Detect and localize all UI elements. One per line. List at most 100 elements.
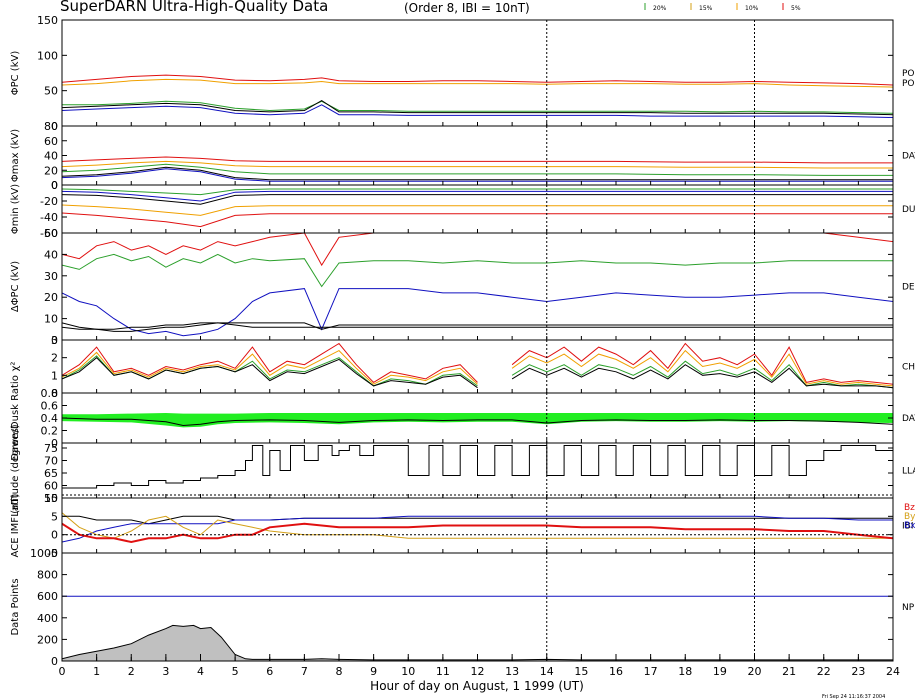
series-phi_pc-1 [62, 78, 893, 88]
xtick-label-17: 17 [644, 665, 658, 678]
xtick-label-15: 15 [574, 665, 588, 678]
right-key-2: Bx [904, 521, 915, 531]
xtick-label-4: 4 [197, 665, 204, 678]
legend-label-0: 20% [653, 5, 667, 12]
figure-header: SuperDARN Ultra-High-Quality Data (Order… [60, 0, 801, 15]
ytick-label-dawn_dusk_ratio-2: 0.4 [41, 412, 59, 425]
series-phi_max-2 [62, 163, 893, 176]
right-label-phi_min: DU [902, 205, 915, 215]
ytick-label-delta_phi_pc-4: 40 [44, 248, 58, 261]
ytick-label-phi_pc-1: 50 [44, 85, 58, 98]
right-label-phi_max: DAY [902, 152, 915, 162]
legend-label-3: 5% [791, 5, 801, 12]
ytick-label-dawn_dusk_ratio-4: 0.8 [41, 387, 59, 400]
panel-delta_phi_pc: 0 10 20 30 40 50 ΔΦPC (kV) DE [10, 227, 915, 347]
series-phi_max-4 [62, 166, 893, 181]
ylabel-phi_min: Φmin (kV) [10, 184, 21, 234]
xtick-label-8: 8 [336, 665, 343, 678]
series-ace_imf-2 [62, 512, 893, 539]
plot-area-phi_max [62, 156, 893, 182]
xtick-label-9: 9 [370, 665, 377, 678]
plot-area-phi_min [62, 188, 893, 228]
panel-frame-delta_phi_pc [61, 232, 894, 341]
right-label-latitude: LLA [902, 467, 915, 477]
ytick-label-latitude-0: 55 [44, 492, 58, 505]
xtick-label-21: 21 [782, 665, 796, 678]
plot-area-latitude [62, 445, 893, 496]
right-label-chi_squared: CH [902, 363, 915, 373]
panel-data_points: 0 200 400 600 800 1000 Data Points NP [10, 547, 915, 668]
x-axis-label: Hour of day on August, 1 1999 (UT) [370, 679, 584, 693]
panel-chi_squared: 0 1 2 3 χ² CH [10, 334, 915, 400]
right-label-delta_phi_pc: DE [902, 283, 915, 293]
ylabel-data_points: Data Points [10, 578, 21, 635]
area-fill-data_points [62, 625, 893, 661]
ytick-label-chi_squared-1: 1 [51, 369, 58, 382]
series-ace_imf-3 [62, 522, 893, 544]
xtick-label-6: 6 [266, 665, 273, 678]
ytick-label-phi_min-0: -60 [40, 227, 58, 240]
panel-phi_min: -60 -40 -20 0 Φmin (kV) DU [10, 179, 915, 240]
series-phi_min-0 [62, 188, 893, 196]
ylabel-chi_squared: χ² [10, 362, 21, 372]
series-phi_min-4 [62, 212, 893, 228]
ytick-label-data_points-3: 600 [37, 590, 58, 603]
legend-label-2: 10% [745, 5, 759, 12]
ytick-label-latitude-4: 75 [44, 442, 58, 455]
ytick-label-phi_max-3: 60 [44, 135, 58, 148]
ytick-label-data_points-0: 0 [51, 655, 58, 668]
xtick-label-16: 16 [609, 665, 623, 678]
ytick-label-delta_phi_pc-5: 50 [44, 227, 58, 240]
ytick-label-data_points-2: 400 [37, 612, 58, 625]
ytick-label-data_points-1: 200 [37, 633, 58, 646]
series-dawn_dusk_ratio-0 [62, 417, 893, 427]
ylabel-latitude: Latitude (degrees) [10, 424, 21, 516]
series-ace_imf-1 [62, 515, 893, 543]
xtick-label-19: 19 [713, 665, 727, 678]
ylabel-dawn_dusk_ratio: Dawn/Dusk Ratio [10, 375, 21, 461]
ylabel-phi_pc: ΦPC (kV) [10, 51, 21, 96]
right-label2-phi_pc: PO [902, 79, 915, 89]
xtick-label-13: 13 [505, 665, 519, 678]
series-chi_squared-1 [62, 349, 893, 387]
panel-frame-phi_max [61, 125, 894, 186]
ytick-label-phi_min-2: -20 [40, 195, 58, 208]
xtick-label-3: 3 [162, 665, 169, 678]
ytick-label-delta_phi_pc-0: 0 [51, 334, 58, 347]
panel-frame-phi_min [61, 184, 894, 234]
ytick-label-dawn_dusk_ratio-1: 0.2 [41, 425, 59, 438]
series-chi_squared-3 [62, 357, 893, 389]
xtick-label-12: 12 [471, 665, 485, 678]
xtick-label-2: 2 [128, 665, 135, 678]
ytick-label-ace_imf-1: 0 [51, 529, 58, 542]
x-axis: 0 1 2 3 4 5 6 7 8 9 10 11 12 13 14 15 16 17 18 19 20 21 22 23 24 [59, 654, 900, 678]
xtick-label-1: 1 [93, 665, 100, 678]
right-key-1: By [904, 512, 915, 522]
ytick-label-phi_max-2: 40 [44, 150, 58, 163]
timestamp: Fri Sep 24 11:16:37 2004 [822, 694, 885, 700]
right-key-0: Bz [904, 503, 915, 513]
ytick-label-latitude-1: 60 [44, 480, 58, 493]
ytick-label-delta_phi_pc-1: 10 [44, 313, 58, 326]
xtick-label-7: 7 [301, 665, 308, 678]
series-delta_phi_pc-2 [62, 288, 893, 337]
series-data_points-0 [62, 624, 893, 661]
panel-frame-chi_squared [61, 339, 894, 394]
series-phi_pc-2 [62, 100, 893, 114]
plot-area-chi_squared [62, 342, 893, 389]
series-phi_min-2 [62, 194, 893, 205]
series-delta_phi_pc-3 [62, 322, 893, 332]
xtick-label-20: 20 [748, 665, 762, 678]
ytick-label-chi_squared-0: 0 [51, 387, 58, 400]
xtick-label-18: 18 [678, 665, 692, 678]
ytick-label-chi_squared-3: 3 [51, 334, 58, 347]
ytick-label-ace_imf-2: 5 [51, 510, 58, 523]
right-label-ace_imf: IBI [902, 522, 913, 532]
series-chi_squared-0 [62, 342, 893, 385]
ytick-label-data_points-5: 1000 [30, 547, 58, 560]
